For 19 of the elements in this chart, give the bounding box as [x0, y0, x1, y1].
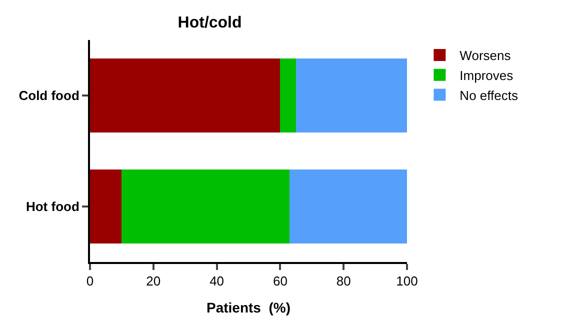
bar — [90, 58, 280, 133]
bar — [122, 169, 290, 244]
bar — [90, 169, 122, 244]
x-tick-label: 40 — [210, 274, 224, 289]
x-tick-label: 80 — [336, 274, 351, 289]
y-tick-label: Hot food — [26, 199, 80, 214]
bar — [280, 58, 296, 133]
bar — [296, 58, 407, 133]
legend-label: Worsens — [460, 48, 512, 64]
legend-label: Improves — [460, 68, 514, 83]
y-tick-label: Cold food — [18, 88, 80, 104]
x-axis-title: Patients (%) — [206, 299, 291, 316]
x-tick-label: 60 — [272, 274, 288, 289]
x-tick-label: 0 — [86, 274, 94, 289]
chart-title: Hot/cold — [178, 14, 242, 32]
bar — [290, 169, 407, 244]
legend-label: No effects — [460, 88, 518, 103]
x-tick-label: 20 — [146, 274, 161, 289]
x-tick-label: 100 — [396, 274, 418, 289]
